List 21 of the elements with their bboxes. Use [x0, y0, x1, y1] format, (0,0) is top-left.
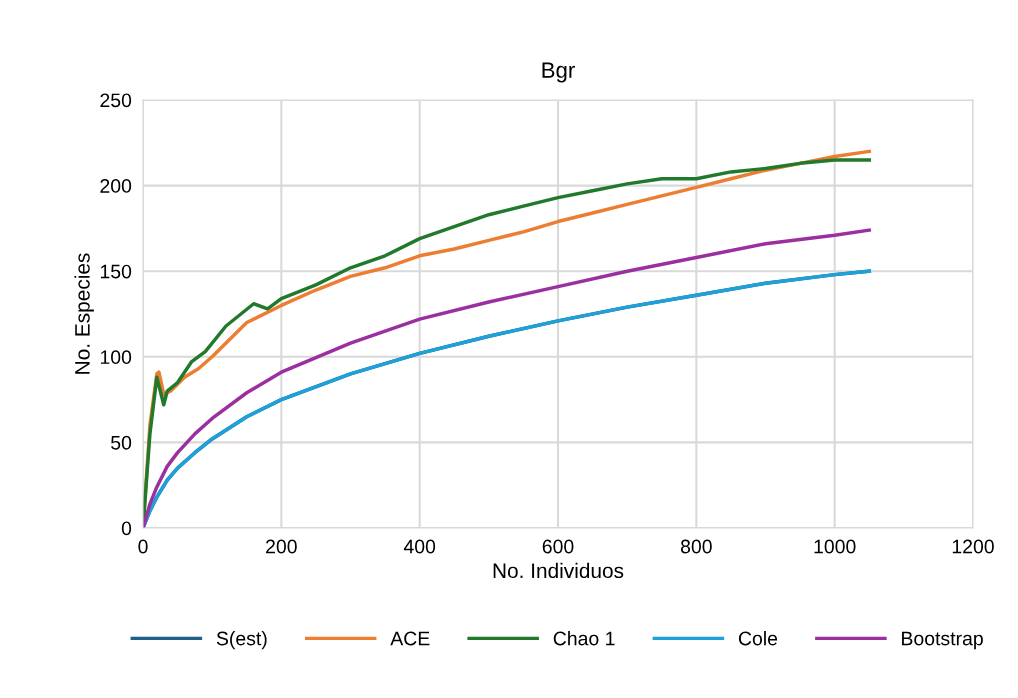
y-tick-label: 200: [100, 179, 132, 193]
chart-title: Bgr: [542, 62, 575, 83]
y-tick-label: 0: [121, 521, 132, 536]
y-tick-label: 250: [100, 93, 132, 108]
y-axis-title: No. Especies: [74, 253, 94, 374]
x-tick-label: 1000: [814, 539, 856, 554]
legend-label: ACE: [390, 631, 430, 646]
legend-label: Chao 1: [553, 631, 615, 646]
x-tick-label: 400: [403, 539, 436, 554]
x-tick-label: 600: [542, 539, 574, 554]
x-tick-label: 1200: [952, 539, 994, 554]
x-axis-title: No. Individuos: [493, 562, 624, 579]
legend-label: S(est): [216, 631, 267, 650]
x-tick-label: 0: [138, 539, 148, 554]
y-tick-label: 100: [100, 350, 132, 365]
x-tick-label: 200: [266, 539, 297, 554]
x-tick-label: 800: [680, 539, 712, 554]
y-tick-label: 150: [100, 264, 132, 279]
y-tick-label: 50: [111, 435, 132, 450]
legend-label: Cole: [738, 631, 778, 646]
legend-label: Bootstrap: [902, 631, 983, 650]
